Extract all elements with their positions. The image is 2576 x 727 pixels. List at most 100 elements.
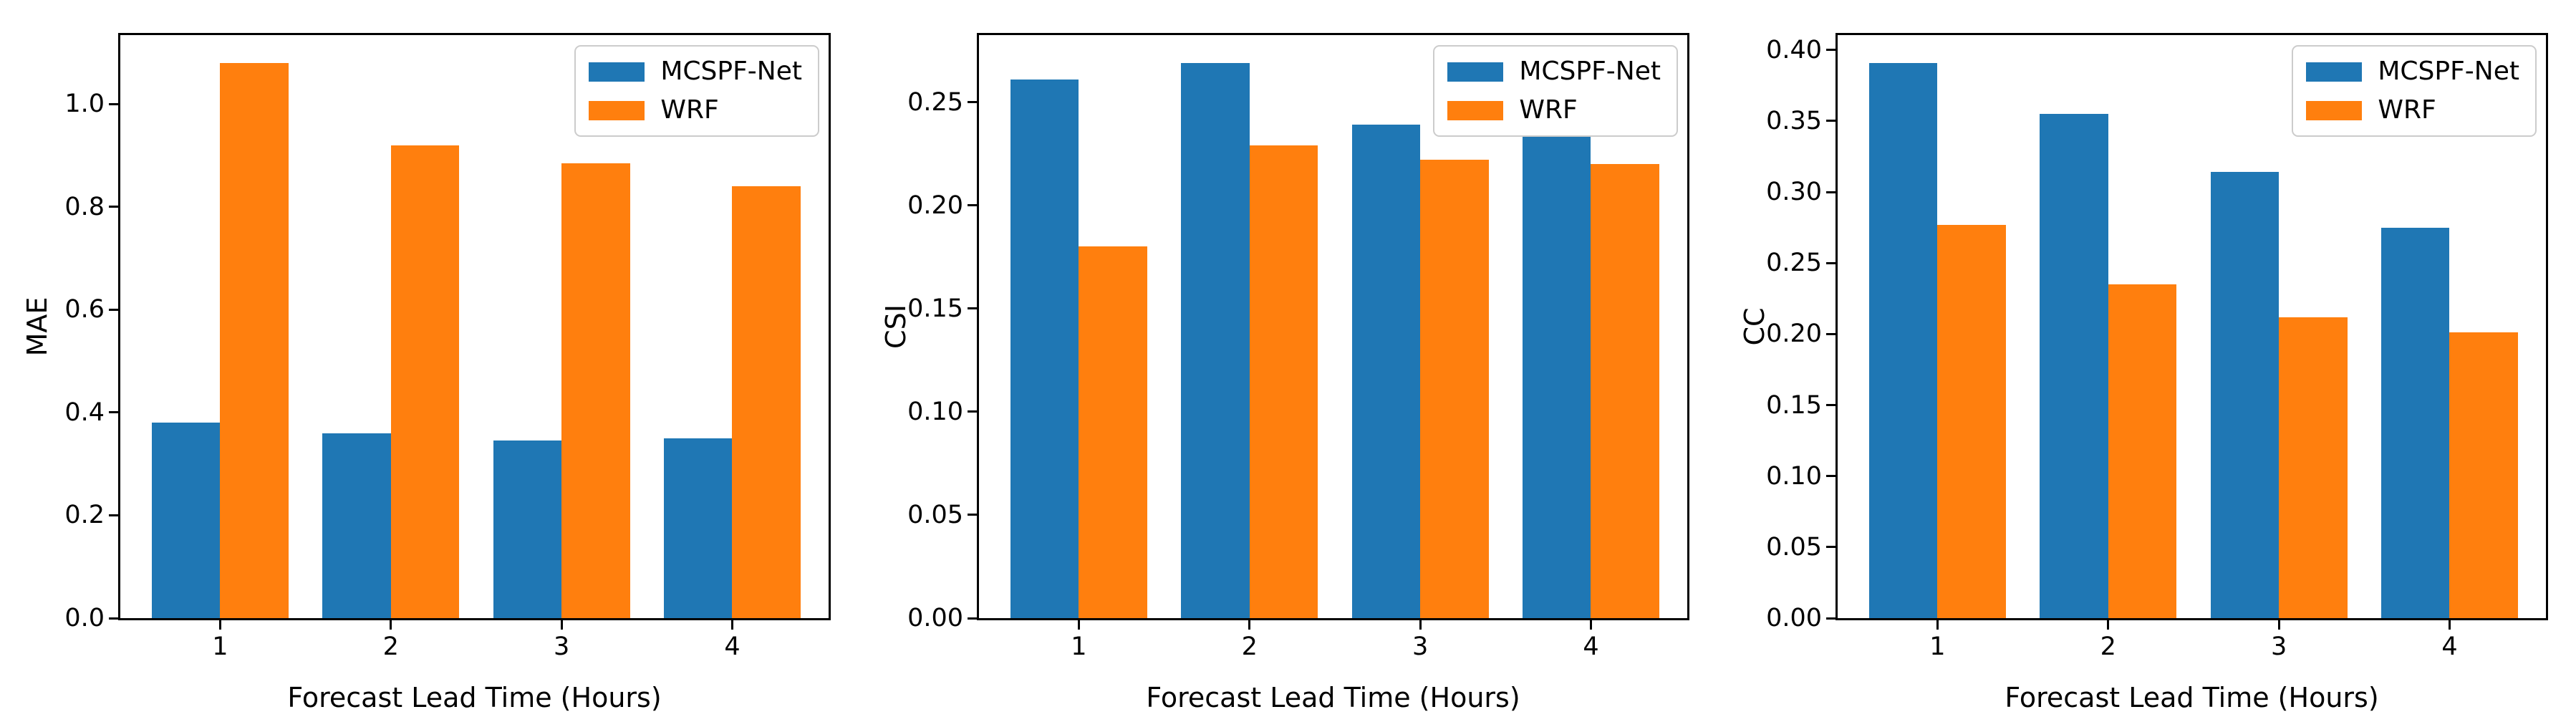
legend-swatch-mcspf-net — [589, 62, 645, 82]
plot-area: MCSPF-Net WRF — [1835, 33, 2548, 620]
x-tick-label: 3 — [2271, 632, 2287, 661]
y-tick-label: 0.40 — [1766, 35, 1822, 64]
bar-mcspf-net-hour-1 — [152, 423, 221, 618]
x-tick-mark — [1419, 620, 1422, 630]
x-tick-mark — [1248, 620, 1251, 630]
y-tick-mark — [1826, 617, 1835, 620]
y-tick-label: 0.05 — [907, 500, 963, 529]
x-axis-label: Forecast Lead Time (Hours) — [2005, 682, 2379, 713]
bar-mcspf-net-hour-1 — [1010, 79, 1079, 618]
y-tick-label: 0.20 — [1766, 319, 1822, 349]
y-tick-label: 0.4 — [64, 398, 105, 427]
bar-wrf-hour-4 — [2449, 332, 2518, 618]
x-tick-label: 2 — [1241, 632, 1258, 661]
legend-swatch-wrf — [1447, 100, 1504, 120]
y-tick-mark — [968, 101, 977, 104]
y-tick-label: 0.20 — [907, 191, 963, 220]
bar-mcspf-net-hour-3 — [493, 440, 562, 618]
legend-item-wrf: WRF — [2306, 97, 2519, 124]
x-tick-mark — [730, 620, 733, 630]
bar-mcspf-net-hour-3 — [2210, 172, 2280, 618]
y-tick-mark — [1826, 191, 1835, 193]
y-axis-label: CSI — [880, 304, 912, 349]
bar-wrf-hour-3 — [2279, 317, 2348, 618]
x-tick-label: 1 — [212, 632, 228, 661]
x-tick-mark — [2107, 620, 2110, 630]
legend-item-mcspf-net: MCSPF-Net — [2306, 58, 2519, 85]
legend-item-mcspf-net: MCSPF-Net — [1447, 58, 1661, 85]
y-tick-label: 0.10 — [1766, 461, 1822, 491]
legend-label-mcspf-net: MCSPF-Net — [660, 57, 802, 86]
y-tick-label: 0.05 — [1766, 532, 1822, 562]
legend: MCSPF-Net WRF — [574, 45, 819, 137]
bar-wrf-hour-4 — [732, 186, 801, 618]
legend-label-wrf: WRF — [2378, 95, 2436, 125]
y-tick-label: 0.10 — [907, 397, 963, 426]
y-tick-label: 0.30 — [1766, 178, 1822, 207]
bar-wrf-hour-4 — [1591, 164, 1659, 618]
x-tick-label: 1 — [1071, 632, 1087, 661]
y-tick-mark — [109, 102, 118, 105]
y-tick-mark — [109, 617, 118, 620]
bar-mcspf-net-hour-4 — [664, 438, 733, 618]
x-tick-label: 4 — [1583, 632, 1599, 661]
x-tick-label: 4 — [724, 632, 741, 661]
x-tick-label: 3 — [554, 632, 570, 661]
x-tick-label: 4 — [2441, 632, 2458, 661]
legend: MCSPF-Net WRF — [1433, 45, 1678, 137]
y-tick-label: 0.15 — [907, 294, 963, 323]
x-axis-label: Forecast Lead Time (Hours) — [287, 682, 662, 713]
y-tick-mark — [109, 514, 118, 516]
bar-wrf-hour-2 — [2108, 284, 2177, 618]
y-tick-mark — [968, 514, 977, 516]
x-tick-label: 2 — [2100, 632, 2116, 661]
bar-wrf-hour-3 — [561, 163, 630, 618]
plot-area: MCSPF-Net WRF — [977, 33, 1689, 620]
y-tick-mark — [1826, 49, 1835, 52]
x-tick-label: 2 — [382, 632, 399, 661]
chart-csi: MCSPF-Net WRF 0.00 0.05 0.10 0.15 0.20 0.25 1 2 3 4… — [859, 0, 1717, 727]
y-tick-mark — [1826, 404, 1835, 407]
y-tick-label: 0.25 — [907, 87, 963, 117]
bar-mcspf-net-hour-2 — [2040, 114, 2108, 618]
bar-wrf-hour-2 — [390, 145, 460, 618]
legend-label-mcspf-net: MCSPF-Net — [1519, 57, 1661, 86]
y-tick-label: 0.00 — [1766, 604, 1822, 632]
y-tick-mark — [968, 617, 977, 620]
x-tick-mark — [390, 620, 392, 630]
x-tick-mark — [2448, 620, 2451, 630]
y-tick-mark — [968, 204, 977, 207]
y-tick-mark — [1826, 261, 1835, 264]
y-axis-label: CC — [1739, 307, 1770, 346]
x-axis-label: Forecast Lead Time (Hours) — [1146, 682, 1520, 713]
bar-wrf-hour-3 — [1420, 160, 1489, 618]
y-tick-label: 0.8 — [64, 192, 105, 221]
bar-mcspf-net-hour-2 — [1181, 62, 1250, 618]
y-tick-label: 0.25 — [1766, 249, 1822, 278]
bar-mcspf-net-hour-1 — [1869, 62, 1938, 618]
chart-mae: MCSPF-Net WRF 0.0 0.2 0.4 0.6 0.8 1.0 1 2 3 4 MAE For… — [0, 0, 859, 727]
y-tick-mark — [109, 206, 118, 208]
bar-wrf-hour-1 — [1937, 224, 2006, 618]
y-tick-label: 0.2 — [64, 501, 105, 530]
y-tick-mark — [1826, 332, 1835, 335]
y-tick-label: 0.0 — [64, 604, 105, 632]
x-tick-mark — [2277, 620, 2280, 630]
x-tick-mark — [1589, 620, 1592, 630]
bar-wrf-hour-2 — [1249, 145, 1318, 618]
bar-mcspf-net-hour-2 — [322, 433, 391, 618]
y-tick-mark — [1826, 546, 1835, 549]
y-tick-mark — [109, 411, 118, 414]
legend-label-wrf: WRF — [1519, 95, 1578, 125]
legend: MCSPF-Net WRF — [2292, 45, 2537, 137]
x-tick-label: 1 — [1929, 632, 1946, 661]
y-tick-label: 0.35 — [1766, 106, 1822, 135]
bar-wrf-hour-1 — [1079, 246, 1147, 618]
x-tick-label: 3 — [1412, 632, 1429, 661]
bar-mcspf-net-hour-4 — [2381, 227, 2450, 618]
y-tick-mark — [968, 307, 977, 310]
legend-swatch-wrf — [589, 100, 645, 120]
x-tick-mark — [560, 620, 563, 630]
y-tick-mark — [1826, 120, 1835, 122]
